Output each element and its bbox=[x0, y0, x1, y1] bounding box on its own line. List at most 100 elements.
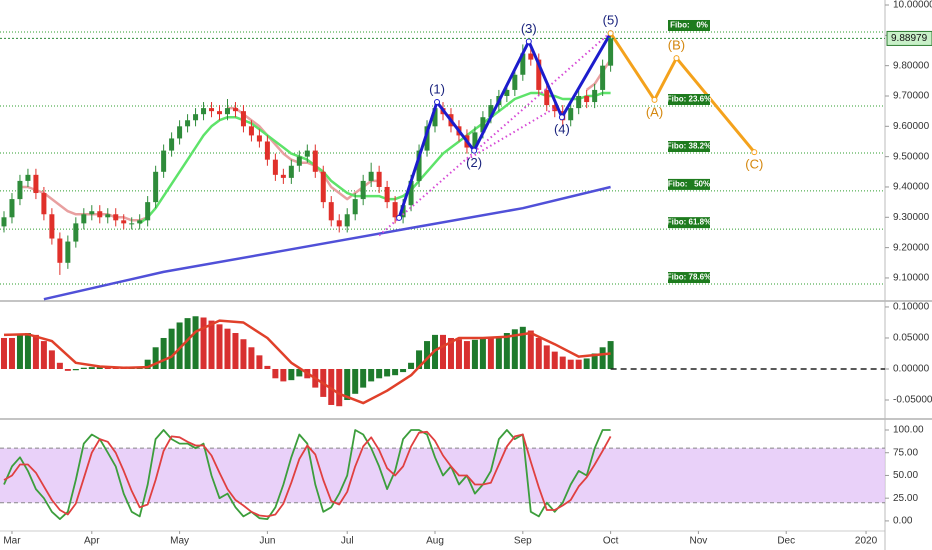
histogram-bar bbox=[96, 366, 103, 369]
histogram-bar bbox=[519, 326, 526, 369]
candle-body bbox=[137, 220, 143, 224]
histogram-bar bbox=[447, 337, 454, 369]
y-tick-label: 9.40000 bbox=[893, 182, 930, 193]
y-tick-label: 75.00 bbox=[893, 447, 918, 458]
candle-body bbox=[528, 53, 534, 60]
fib-label-box bbox=[668, 93, 710, 105]
x-tick-label: Mar bbox=[3, 536, 21, 547]
fib-label-box bbox=[668, 141, 710, 153]
histogram-bar bbox=[24, 333, 31, 369]
histogram-bar bbox=[495, 336, 502, 369]
histogram-bar bbox=[192, 316, 199, 369]
candle-body bbox=[272, 159, 278, 175]
candle-body bbox=[121, 220, 127, 224]
fib-label-box bbox=[668, 217, 710, 229]
projection-point bbox=[673, 55, 680, 62]
histogram-bar bbox=[575, 359, 582, 369]
histogram-bar bbox=[487, 337, 494, 369]
candle-body bbox=[352, 199, 358, 215]
histogram-bar bbox=[240, 339, 247, 369]
candle-body bbox=[193, 114, 199, 121]
histogram-bar bbox=[56, 362, 63, 369]
candle-body bbox=[536, 59, 542, 90]
histogram-bar bbox=[567, 359, 574, 369]
candle-body bbox=[328, 202, 334, 221]
moving-average bbox=[585, 58, 612, 91]
histogram-bar bbox=[16, 334, 23, 369]
trend-line bbox=[466, 107, 556, 161]
candle-body bbox=[424, 126, 430, 151]
y-tick-label: 0.00000 bbox=[893, 364, 930, 375]
candle-body bbox=[217, 111, 223, 115]
candle-body bbox=[504, 89, 510, 96]
x-tick-label: Nov bbox=[690, 536, 708, 547]
histogram-bar bbox=[8, 337, 15, 369]
histogram-bar bbox=[463, 341, 470, 369]
signal-line bbox=[3, 319, 611, 405]
fib-label-box bbox=[668, 272, 710, 284]
candle-body bbox=[97, 211, 103, 218]
projection-label: (B) bbox=[668, 38, 685, 53]
histogram-bar bbox=[543, 345, 550, 369]
candle-body bbox=[608, 38, 614, 66]
candle-body bbox=[201, 108, 207, 115]
histogram-bar bbox=[424, 341, 431, 369]
candle-body bbox=[280, 174, 286, 178]
x-tick-label: Apr bbox=[84, 536, 100, 547]
x-tick-label: Jun bbox=[259, 536, 275, 547]
last-price-box bbox=[886, 30, 932, 46]
candle-body bbox=[161, 150, 167, 172]
wave-line bbox=[397, 32, 612, 219]
candle-body bbox=[368, 171, 374, 181]
y-tick-label: 10.00000 bbox=[893, 0, 932, 11]
x-tick-label: Jul bbox=[341, 536, 354, 547]
histogram-bar bbox=[160, 337, 167, 369]
candle-body bbox=[81, 214, 87, 224]
fib-label: Fibo: 38.2% bbox=[667, 142, 711, 151]
y-tick-label: 100.00 bbox=[893, 425, 924, 436]
candle-body bbox=[432, 108, 438, 127]
candle-body bbox=[480, 117, 486, 133]
x-tick-label: Sep bbox=[514, 536, 532, 547]
histogram-bar bbox=[352, 368, 359, 394]
histogram-bar bbox=[80, 367, 87, 369]
histogram-bar bbox=[368, 368, 375, 382]
projection-label: (C) bbox=[745, 157, 763, 172]
candle-body bbox=[552, 105, 558, 112]
y-tick-label: 9.30000 bbox=[893, 212, 930, 223]
histogram-bar bbox=[296, 368, 303, 377]
candle-body bbox=[392, 202, 398, 218]
candle-body bbox=[41, 193, 47, 215]
histogram-bar bbox=[384, 368, 391, 377]
candle-body bbox=[600, 65, 606, 90]
wave-label: (4) bbox=[554, 122, 570, 137]
fib-label: Fibo: 23.6% bbox=[667, 95, 711, 104]
projection-point bbox=[651, 96, 658, 103]
projection-point bbox=[607, 30, 614, 37]
candle-body bbox=[576, 95, 582, 109]
histogram-bar bbox=[200, 317, 207, 369]
candle-body bbox=[592, 89, 598, 103]
x-tick-label: 2020 bbox=[855, 536, 878, 547]
histogram-bar bbox=[48, 350, 55, 369]
x-tick-label: Aug bbox=[426, 536, 444, 547]
y-tick-label: 50.00 bbox=[893, 470, 918, 481]
histogram-bar bbox=[471, 339, 478, 369]
histogram-bar bbox=[32, 334, 39, 369]
histogram-bar bbox=[511, 329, 518, 369]
histogram-bar bbox=[439, 334, 446, 369]
histogram-bar bbox=[232, 333, 239, 369]
histogram-bar bbox=[591, 353, 598, 369]
histogram-bar bbox=[376, 368, 383, 379]
candle-body bbox=[224, 108, 230, 115]
fib-label-box bbox=[668, 178, 710, 190]
histogram-bar bbox=[416, 350, 423, 369]
candle-body bbox=[209, 108, 215, 112]
candle-body bbox=[169, 138, 175, 151]
histogram-bar bbox=[328, 368, 335, 405]
candle-body bbox=[384, 186, 390, 203]
moving-average bbox=[138, 91, 611, 225]
histogram-bar bbox=[88, 367, 95, 369]
histogram-bar bbox=[152, 347, 159, 369]
